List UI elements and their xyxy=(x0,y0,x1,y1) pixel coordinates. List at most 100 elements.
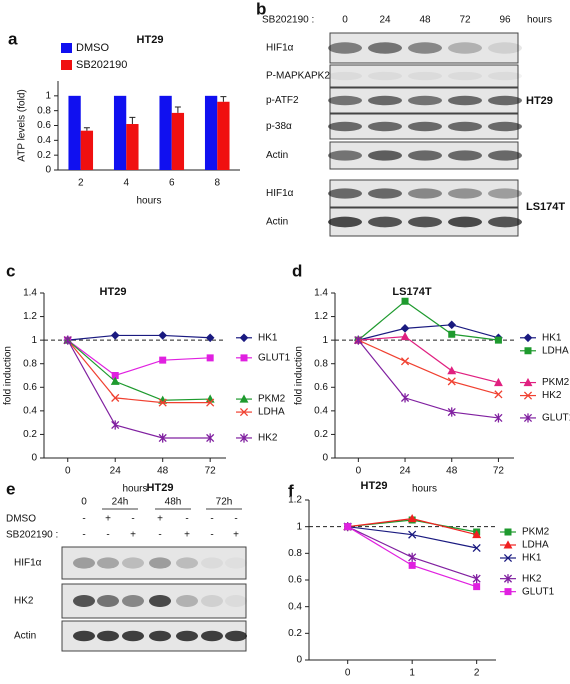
blot-band xyxy=(488,95,522,106)
lane-label: 96 xyxy=(499,15,511,26)
treatment-mark: - xyxy=(106,530,109,541)
bar xyxy=(80,130,94,170)
blot-band xyxy=(225,595,247,607)
blot-band xyxy=(97,630,119,642)
blot-band xyxy=(176,557,198,569)
lane-label: 72 xyxy=(459,15,471,26)
y-axis-label: ATP levels (fold) xyxy=(17,89,28,161)
group-label: LS174T xyxy=(526,201,565,213)
y-tick-label: 0.2 xyxy=(314,429,328,440)
legend-label: GLUT1 xyxy=(542,413,570,424)
legend-marker xyxy=(524,347,532,355)
legend-label: HK1 xyxy=(522,553,542,564)
marker xyxy=(158,398,167,407)
blot-band xyxy=(328,71,362,81)
marker xyxy=(400,324,410,333)
panel-letter: e xyxy=(6,479,15,498)
blot-band xyxy=(122,595,144,607)
blot-band xyxy=(97,557,119,569)
legend-marker xyxy=(504,588,512,596)
marker xyxy=(472,530,482,539)
y-axis-label: fold induction xyxy=(294,346,305,405)
series-line xyxy=(357,300,499,341)
treatment-mark: - xyxy=(82,530,85,541)
x-tick-label: 2 xyxy=(78,178,84,189)
y-tick-label: 0.6 xyxy=(23,382,37,393)
bar xyxy=(68,95,81,170)
treatment-mark: + xyxy=(184,530,190,541)
y-tick-label: 1.2 xyxy=(288,495,302,506)
blot-band xyxy=(122,557,144,569)
blot-band xyxy=(201,595,223,607)
error-bar xyxy=(83,127,90,131)
legend-marker xyxy=(503,553,513,563)
marker xyxy=(407,514,417,523)
blot-band xyxy=(368,95,402,106)
y-tick-label: 0.4 xyxy=(288,601,302,612)
marker xyxy=(63,335,72,345)
treatment-mark: + xyxy=(157,514,163,525)
blot-band xyxy=(73,630,95,642)
y-tick-label: 1.2 xyxy=(23,311,37,322)
legend-marker xyxy=(523,333,533,343)
legend-label: GLUT1 xyxy=(258,352,291,363)
error-bar xyxy=(129,116,136,125)
blot-band xyxy=(448,150,482,161)
panel-letter: c xyxy=(6,261,15,280)
blot-band xyxy=(368,71,402,81)
blot-band xyxy=(408,71,442,81)
y-tick-label: 0 xyxy=(31,453,37,464)
legend-label: HK2 xyxy=(258,433,278,444)
bar xyxy=(126,124,139,170)
y-tick-label: 0.4 xyxy=(37,135,51,146)
blot-row-label: Actin xyxy=(266,150,288,161)
blot-band xyxy=(176,630,198,642)
lane-label: 0 xyxy=(342,15,348,26)
marker xyxy=(447,366,457,375)
legend-label: LDHA xyxy=(522,540,549,551)
blot-band xyxy=(448,42,482,54)
series-line xyxy=(67,339,211,404)
blot-band xyxy=(225,557,247,568)
marker xyxy=(447,377,456,386)
marker xyxy=(111,420,120,430)
blot-band xyxy=(149,595,171,607)
y-tick-label: 0.4 xyxy=(314,405,328,416)
x-tick-label: 0 xyxy=(356,466,362,477)
marker xyxy=(206,398,215,407)
marker xyxy=(159,356,167,364)
blot-band xyxy=(225,630,247,642)
y-tick-label: 0.2 xyxy=(288,628,302,639)
chart-title: HT29 xyxy=(137,34,164,46)
blot-band xyxy=(448,216,482,228)
blot-frame xyxy=(61,546,247,580)
treatment-label: DMSO xyxy=(6,514,36,525)
y-tick-label: 1.4 xyxy=(314,288,328,299)
treatment-mark: - xyxy=(131,514,134,525)
bar xyxy=(204,95,218,170)
bar xyxy=(113,95,127,170)
chart-title: LS174T xyxy=(392,286,431,298)
y-tick-label: 0.6 xyxy=(314,382,328,393)
y-tick-label: 0.6 xyxy=(37,120,51,131)
blot-band xyxy=(408,150,442,161)
panel-letter: f xyxy=(288,481,294,500)
blot-band xyxy=(488,216,522,228)
blot-band xyxy=(408,216,442,228)
series-line xyxy=(358,335,499,384)
y-tick-label: 1 xyxy=(296,521,302,532)
treatment-mark: - xyxy=(234,514,237,525)
blot-band xyxy=(328,121,362,132)
legend-marker xyxy=(239,408,249,417)
blot-band xyxy=(368,150,402,161)
legend-swatch xyxy=(61,60,72,70)
treatment-mark: + xyxy=(233,530,239,541)
marker xyxy=(472,543,481,553)
blot-band xyxy=(448,121,482,132)
x-tick-label: 4 xyxy=(123,178,129,189)
blot-band xyxy=(448,95,482,106)
lane-label: 48 xyxy=(419,15,431,26)
lane-label: 0 xyxy=(81,497,87,508)
series-line xyxy=(67,339,211,439)
